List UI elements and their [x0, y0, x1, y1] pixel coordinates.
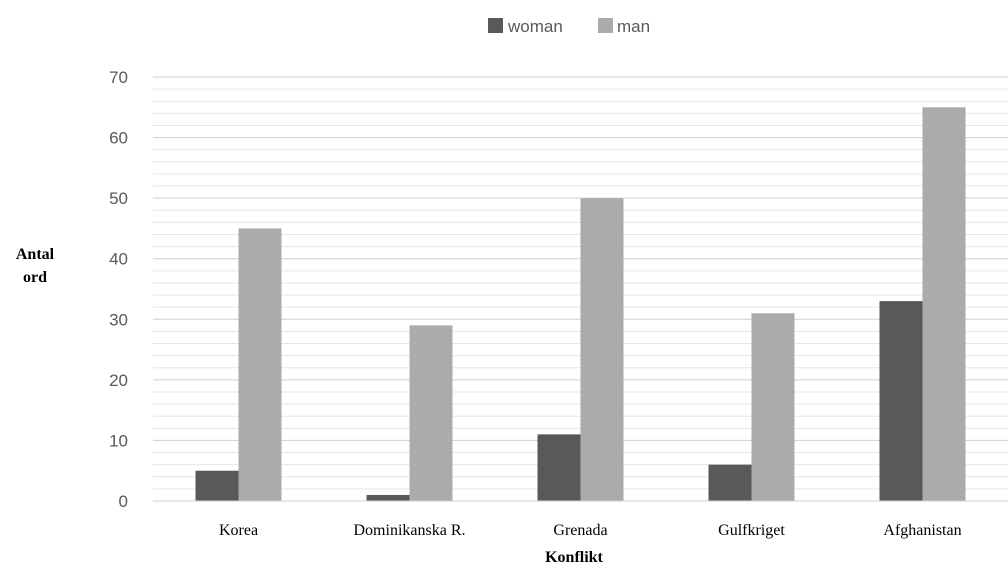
- bar-man-dominikanska-r: [409, 325, 453, 501]
- x-axis-title: Konflikt: [545, 549, 603, 566]
- y-tick-label: 50: [109, 189, 128, 208]
- y-tick-label: 0: [119, 492, 128, 511]
- bar-woman-gulfkriget: [708, 464, 752, 501]
- legend-swatch-man: [598, 18, 613, 33]
- y-axis-ticks: 0 10 20 30 40 50 60 70: [109, 68, 128, 511]
- x-category-label: Korea: [219, 522, 258, 539]
- bar-woman-korea: [195, 470, 239, 501]
- x-category-label: Grenada: [553, 522, 607, 539]
- bar-woman-grenada: [537, 434, 581, 501]
- x-category-label: Gulfkriget: [718, 522, 785, 539]
- legend: woman man: [488, 17, 650, 36]
- legend-swatch-woman: [488, 18, 503, 33]
- bar-man-afghanistan: [922, 107, 966, 502]
- bar-man-korea: [238, 228, 282, 501]
- y-tick-label: 10: [109, 431, 128, 450]
- bars: [195, 107, 966, 502]
- x-category-label: Dominikanska R.: [354, 522, 466, 539]
- bar-man-grenada: [580, 198, 624, 501]
- bar-woman-dominikanska-r: [366, 494, 410, 501]
- y-axis-title-line-2: ord: [23, 269, 47, 286]
- x-axis-categories: Korea Dominikanska R. Grenada Gulfkriget Afg…: [219, 522, 962, 539]
- legend-label-man: man: [617, 17, 650, 36]
- bar-man-gulfkriget: [751, 313, 795, 501]
- y-tick-label: 20: [109, 371, 128, 390]
- y-tick-label: 60: [109, 129, 128, 148]
- bar-woman-afghanistan: [879, 301, 923, 501]
- legend-label-woman: woman: [507, 17, 563, 36]
- y-tick-label: 40: [109, 250, 128, 269]
- y-tick-label: 30: [109, 310, 128, 329]
- y-tick-label: 70: [109, 68, 128, 87]
- x-category-label: Afghanistan: [883, 522, 961, 539]
- y-axis-title-line-1: Antal: [16, 246, 55, 263]
